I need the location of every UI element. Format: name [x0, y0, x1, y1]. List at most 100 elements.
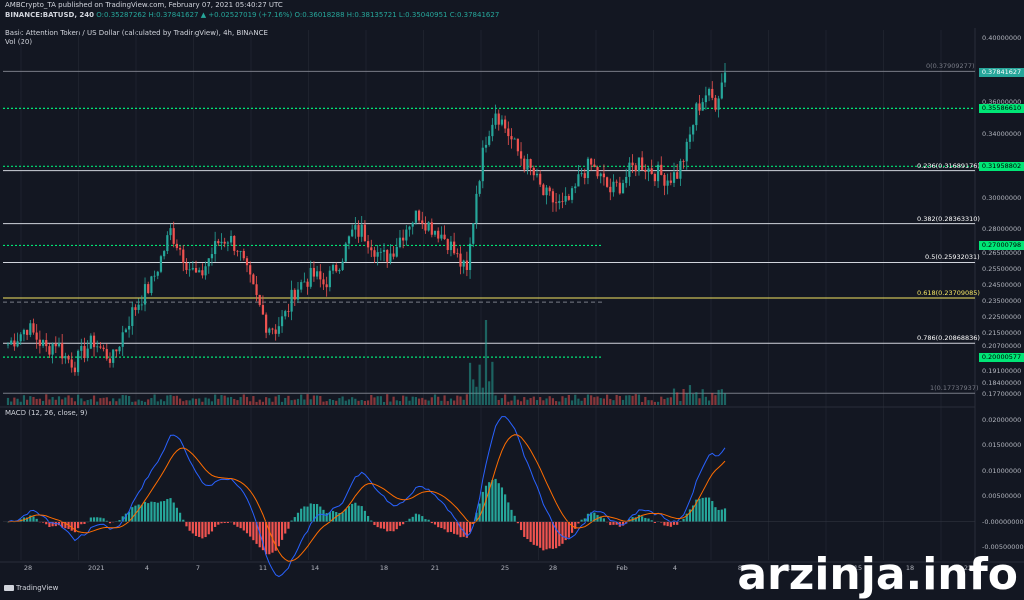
volume-bar: [45, 394, 48, 405]
time-tick: 28: [23, 564, 33, 572]
volume-label: Vol (20): [5, 38, 33, 46]
volume-bar: [682, 389, 685, 405]
volume-bar: [685, 393, 688, 405]
macd-histogram-bar: [421, 516, 424, 522]
candle-body: [229, 235, 233, 243]
volume-bar: [309, 399, 312, 405]
candle-body: [389, 253, 392, 262]
candle-body: [475, 193, 478, 224]
macd-histogram-bar: [207, 521, 210, 535]
candle-body: [481, 147, 484, 182]
candle-body: [526, 159, 529, 170]
time-tick: 2021: [88, 564, 105, 572]
volume-bar: [169, 394, 172, 405]
volume-bar: [274, 396, 277, 405]
volume-bar: [10, 401, 13, 405]
volume-bar: [516, 399, 519, 405]
macd-tick: 0.01000000: [982, 466, 1022, 475]
volume-bar: [488, 381, 491, 405]
fib-label: 0.618(0.23709085): [917, 288, 980, 297]
candle-body: [717, 98, 720, 110]
candle-body: [688, 134, 692, 142]
candle-body: [555, 202, 558, 204]
macd-histogram-bar: [83, 521, 86, 524]
volume-bar: [535, 400, 539, 405]
volume-bar: [296, 398, 300, 405]
macd-histogram-bar: [647, 518, 650, 522]
volume-bar: [13, 397, 16, 405]
symbol-label: BINANCE:BATUSD, 240: [5, 11, 95, 19]
macd-histogram-bar: [239, 521, 242, 529]
candle-body: [666, 180, 669, 186]
macd-histogram-bar: [618, 521, 621, 527]
macd-histogram-bar: [507, 502, 510, 522]
macd-histogram-bar: [121, 516, 124, 522]
candle-body: [551, 191, 555, 203]
volume-bar: [392, 396, 395, 405]
volume-bar: [363, 401, 367, 405]
volume-bar: [41, 400, 45, 405]
volume-bar: [723, 393, 727, 405]
candle-body: [507, 128, 510, 137]
macd-histogram-bar: [692, 505, 695, 522]
volume-bar: [510, 400, 513, 405]
volume-bar: [77, 394, 80, 405]
candle-body: [465, 260, 468, 270]
volume-bar: [252, 396, 255, 405]
macd-histogram-bar: [96, 517, 99, 522]
volume-bar: [182, 401, 185, 405]
candle-body: [322, 279, 325, 285]
candle-body: [376, 252, 379, 257]
candle-body: [303, 281, 306, 283]
time-tick: 28: [548, 564, 558, 572]
price-tick: 0.21500000: [982, 329, 1022, 338]
candle-body: [704, 95, 707, 103]
macd-histogram-bar: [462, 521, 465, 537]
candle-body: [6, 344, 10, 346]
time-tick: 21: [430, 564, 440, 572]
price-tick: 0.20700000: [982, 341, 1022, 350]
volume-bar: [178, 398, 182, 405]
candle-body: [564, 195, 567, 202]
candle-body: [360, 224, 363, 237]
tradingview-logo[interactable]: TradingView: [4, 584, 58, 592]
volume-bar: [242, 394, 245, 405]
fib-label: 0(0.37909277): [926, 62, 975, 71]
tradingview-icon: [4, 585, 14, 591]
volume-bar: [561, 396, 564, 405]
candle-body: [316, 271, 319, 277]
volume-bar: [89, 399, 92, 405]
candle-body: [105, 349, 108, 359]
macd-histogram-bar: [51, 521, 54, 527]
volume-bar: [280, 401, 284, 405]
candle-body: [45, 340, 48, 347]
volume-bar: [166, 395, 169, 405]
candle-body: [500, 119, 504, 125]
macd-histogram-bar: [379, 521, 382, 529]
macd-histogram-bar: [143, 501, 147, 522]
volume-bar: [35, 398, 38, 405]
macd-histogram-bar: [704, 497, 707, 522]
candle-body: [656, 164, 660, 182]
candle-body: [61, 343, 64, 359]
macd-histogram-bar: [73, 521, 77, 533]
macd-histogram-bar: [366, 516, 370, 522]
macd-histogram-bar: [488, 482, 491, 522]
candle-body: [16, 341, 19, 347]
candle-body: [615, 181, 618, 183]
volume-bar: [277, 394, 280, 405]
volume-bar: [143, 401, 147, 405]
macd-histogram-bar: [446, 521, 449, 533]
volume-bar: [542, 400, 545, 405]
macd-histogram-bar: [615, 521, 618, 525]
volume-bar: [532, 396, 535, 405]
macd-histogram-bar: [570, 521, 574, 533]
macd-histogram-bar: [468, 521, 472, 533]
candle-body: [408, 226, 411, 230]
macd-histogram-bar: [475, 512, 478, 522]
candle-body: [169, 228, 172, 236]
candle-body: [618, 182, 621, 194]
macd-histogram-bar: [491, 479, 494, 522]
volume-bar: [539, 397, 542, 405]
